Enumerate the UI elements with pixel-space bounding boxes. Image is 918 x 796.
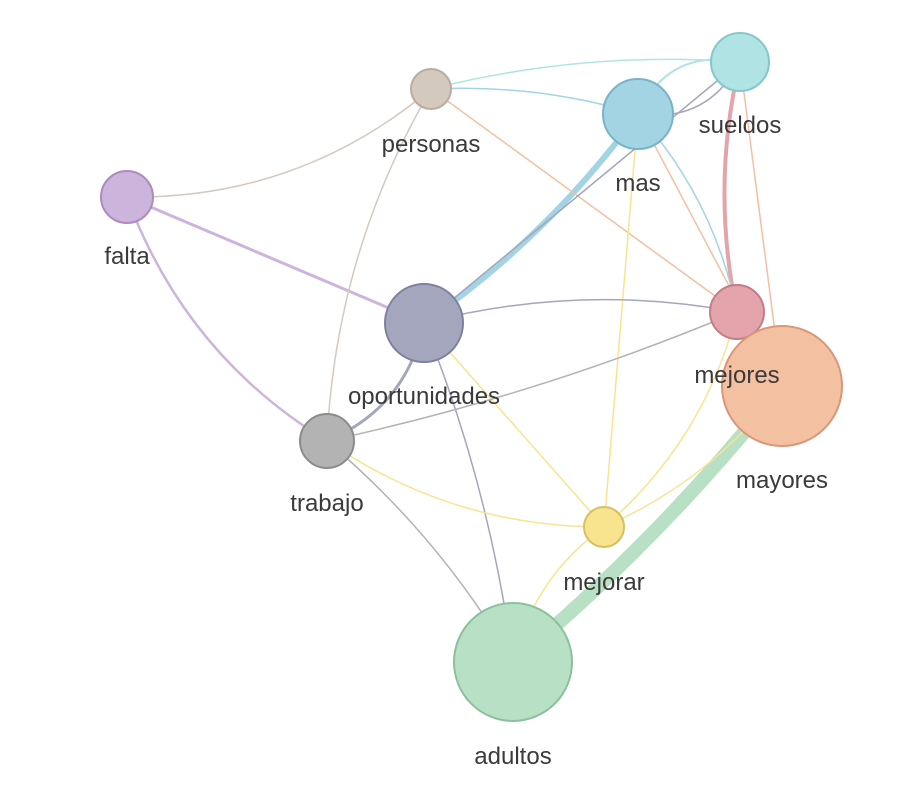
- node-label-oportunidades: oportunidades: [348, 383, 500, 410]
- edge-personas-mejores: [430, 88, 738, 313]
- node-mejorar[interactable]: [583, 506, 625, 548]
- edge-mejores-sueldos: [722, 60, 742, 314]
- node-personas[interactable]: [410, 68, 452, 110]
- node-oportunidades[interactable]: [384, 283, 464, 363]
- edge-mas-mejorar: [603, 113, 639, 528]
- node-label-personas: personas: [382, 131, 481, 158]
- node-label-mejorar: mejorar: [563, 569, 644, 596]
- edge-mejorar-mejores: [603, 311, 738, 528]
- edge-oportunidades-sueldos: [423, 61, 741, 324]
- node-mas[interactable]: [602, 78, 674, 150]
- edge-falta-personas: [126, 88, 432, 198]
- node-trabajo[interactable]: [299, 413, 355, 469]
- edge-personas-sueldos: [430, 58, 741, 90]
- edge-trabajo-mejores: [326, 311, 738, 442]
- node-sueldos[interactable]: [710, 32, 770, 92]
- node-mayores[interactable]: [721, 325, 843, 447]
- node-label-mas: mas: [615, 170, 660, 197]
- node-mejores[interactable]: [709, 284, 765, 340]
- node-falta[interactable]: [100, 170, 154, 224]
- node-adultos[interactable]: [453, 602, 573, 722]
- edge-personas-trabajo: [326, 88, 432, 442]
- node-label-mejores: mejores: [694, 362, 779, 389]
- labels-layer: personas sueldos mas falta oportunidades mejo…: [104, 112, 828, 770]
- edge-falta-oportunidades: [125, 195, 426, 325]
- node-label-trabajo: trabajo: [290, 490, 363, 517]
- edge-oportunidades-mejores: [423, 298, 738, 324]
- nodes-layer: [100, 32, 843, 722]
- node-label-mayores: mayores: [736, 467, 828, 494]
- edge-oportunidades-mejorar: [423, 322, 605, 528]
- edge-falta-trabajo: [125, 195, 329, 443]
- node-label-sueldos: sueldos: [699, 112, 782, 139]
- node-label-adultos: adultos: [474, 743, 551, 770]
- edge-trabajo-mejorar: [326, 440, 605, 528]
- node-label-falta: falta: [104, 243, 150, 270]
